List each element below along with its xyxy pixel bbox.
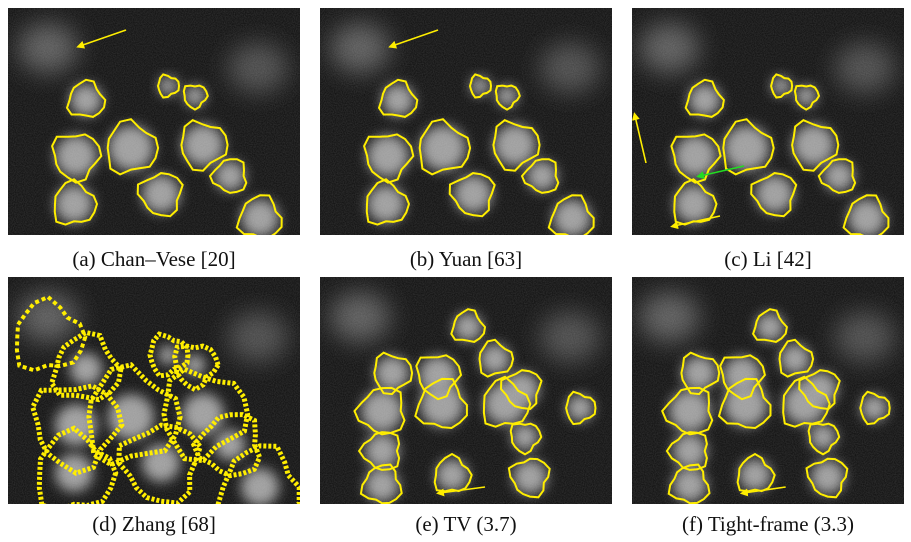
- figure: (a) Chan–Vese [20] (b) Yuan [63] (c) Li …: [0, 0, 911, 542]
- image-panel: [320, 8, 612, 238]
- caption: (b) Yuan [63]: [410, 247, 522, 271]
- image-panel: [632, 277, 904, 504]
- image-noise: [8, 8, 300, 235]
- image: [8, 277, 300, 523]
- image-noise: [320, 8, 612, 235]
- caption: (e) TV (3.7): [415, 512, 516, 536]
- caption: (a) Chan–Vese [20]: [72, 247, 235, 271]
- image-noise: [632, 8, 904, 235]
- image: [320, 8, 612, 238]
- caption: (d) Zhang [68]: [92, 512, 216, 536]
- caption: (c) Li [42]: [724, 247, 811, 271]
- image: [320, 277, 612, 504]
- image-panel: [320, 277, 612, 504]
- image-panel: [8, 277, 300, 523]
- image: [632, 277, 904, 504]
- image-panel: [632, 8, 904, 238]
- image: [8, 8, 300, 238]
- image: [632, 8, 904, 238]
- caption: (f) Tight-frame (3.3): [682, 512, 854, 536]
- image-panel: [8, 8, 300, 238]
